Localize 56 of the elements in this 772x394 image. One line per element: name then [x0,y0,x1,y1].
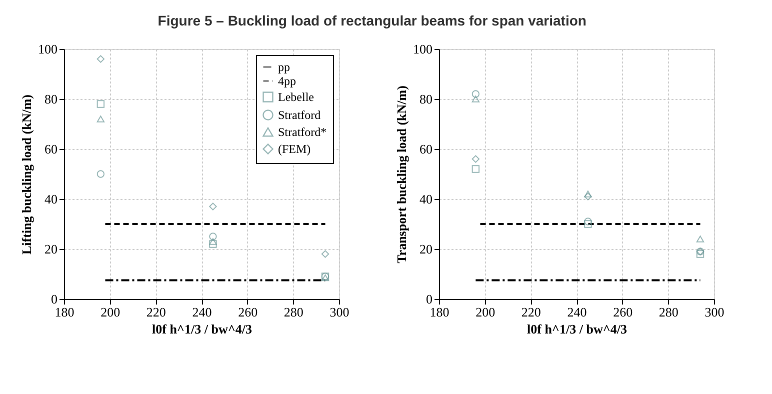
legend-label: Stratford* [278,125,327,139]
x-tick-label: 180 [430,304,450,320]
point [472,155,480,163]
x-tick-label: 300 [330,304,350,320]
legend-label: pp [278,60,290,74]
y-axis-title: Lifting buckling load (kN/m) [19,94,34,255]
y-tick-label: 0 [51,292,58,306]
point [96,100,105,108]
point [696,236,704,242]
legend-label: 4pp [278,74,296,88]
point [584,192,592,200]
point [96,116,105,122]
y-tick-label: 100 [413,42,432,56]
point [209,240,217,248]
x-tick-label: 260 [613,304,633,320]
x-tick-label: 300 [704,304,724,320]
point [472,165,480,173]
point [584,190,592,198]
point [209,232,217,240]
x-tick-label: 260 [238,304,258,320]
y-tick-label: 80 [44,92,58,106]
legend-label: Lebelle [278,90,314,104]
x-tick-label: 240 [567,304,587,320]
x-tick-label: 220 [146,304,166,320]
legend-label: (FEM) [278,142,311,156]
point [209,238,217,245]
y-tick-label: 60 [44,142,58,156]
y-tick-label: 40 [420,192,432,206]
point [209,202,217,210]
point [584,220,592,228]
point [321,250,330,258]
text: Figure 5 – Buckling load of rectangular beams for span variation [158,12,586,28]
y-tick-label: 20 [44,242,58,256]
y-tick-label: 100 [38,42,58,56]
point [696,250,704,258]
point [472,90,480,98]
y-axis-title: Transport buckling load (kN/m) [394,86,409,264]
y-tick-label: 0 [426,292,432,306]
point [584,218,592,226]
y-tick-label: 20 [420,242,432,256]
y-tick-label: 80 [420,92,432,106]
legend-label: Stratford [278,108,321,122]
x-tick-label: 200 [476,304,496,320]
point [472,96,480,102]
x-tick-label: 280 [658,304,678,320]
x-axis-title: l0f h^1/3 / bw^4/3 [527,322,628,336]
x-tick-label: 220 [521,304,541,320]
x-tick-label: 240 [192,304,212,320]
point [96,55,105,63]
x-tick-label: 280 [284,304,304,320]
y-tick-label: 40 [44,192,58,206]
y-tick-label: 60 [420,142,432,156]
x-tick-label: 200 [100,304,120,320]
x-tick-label: 180 [54,304,74,320]
point [96,170,105,178]
x-axis-title: l0f h^1/3 / bw^4/3 [152,322,252,336]
